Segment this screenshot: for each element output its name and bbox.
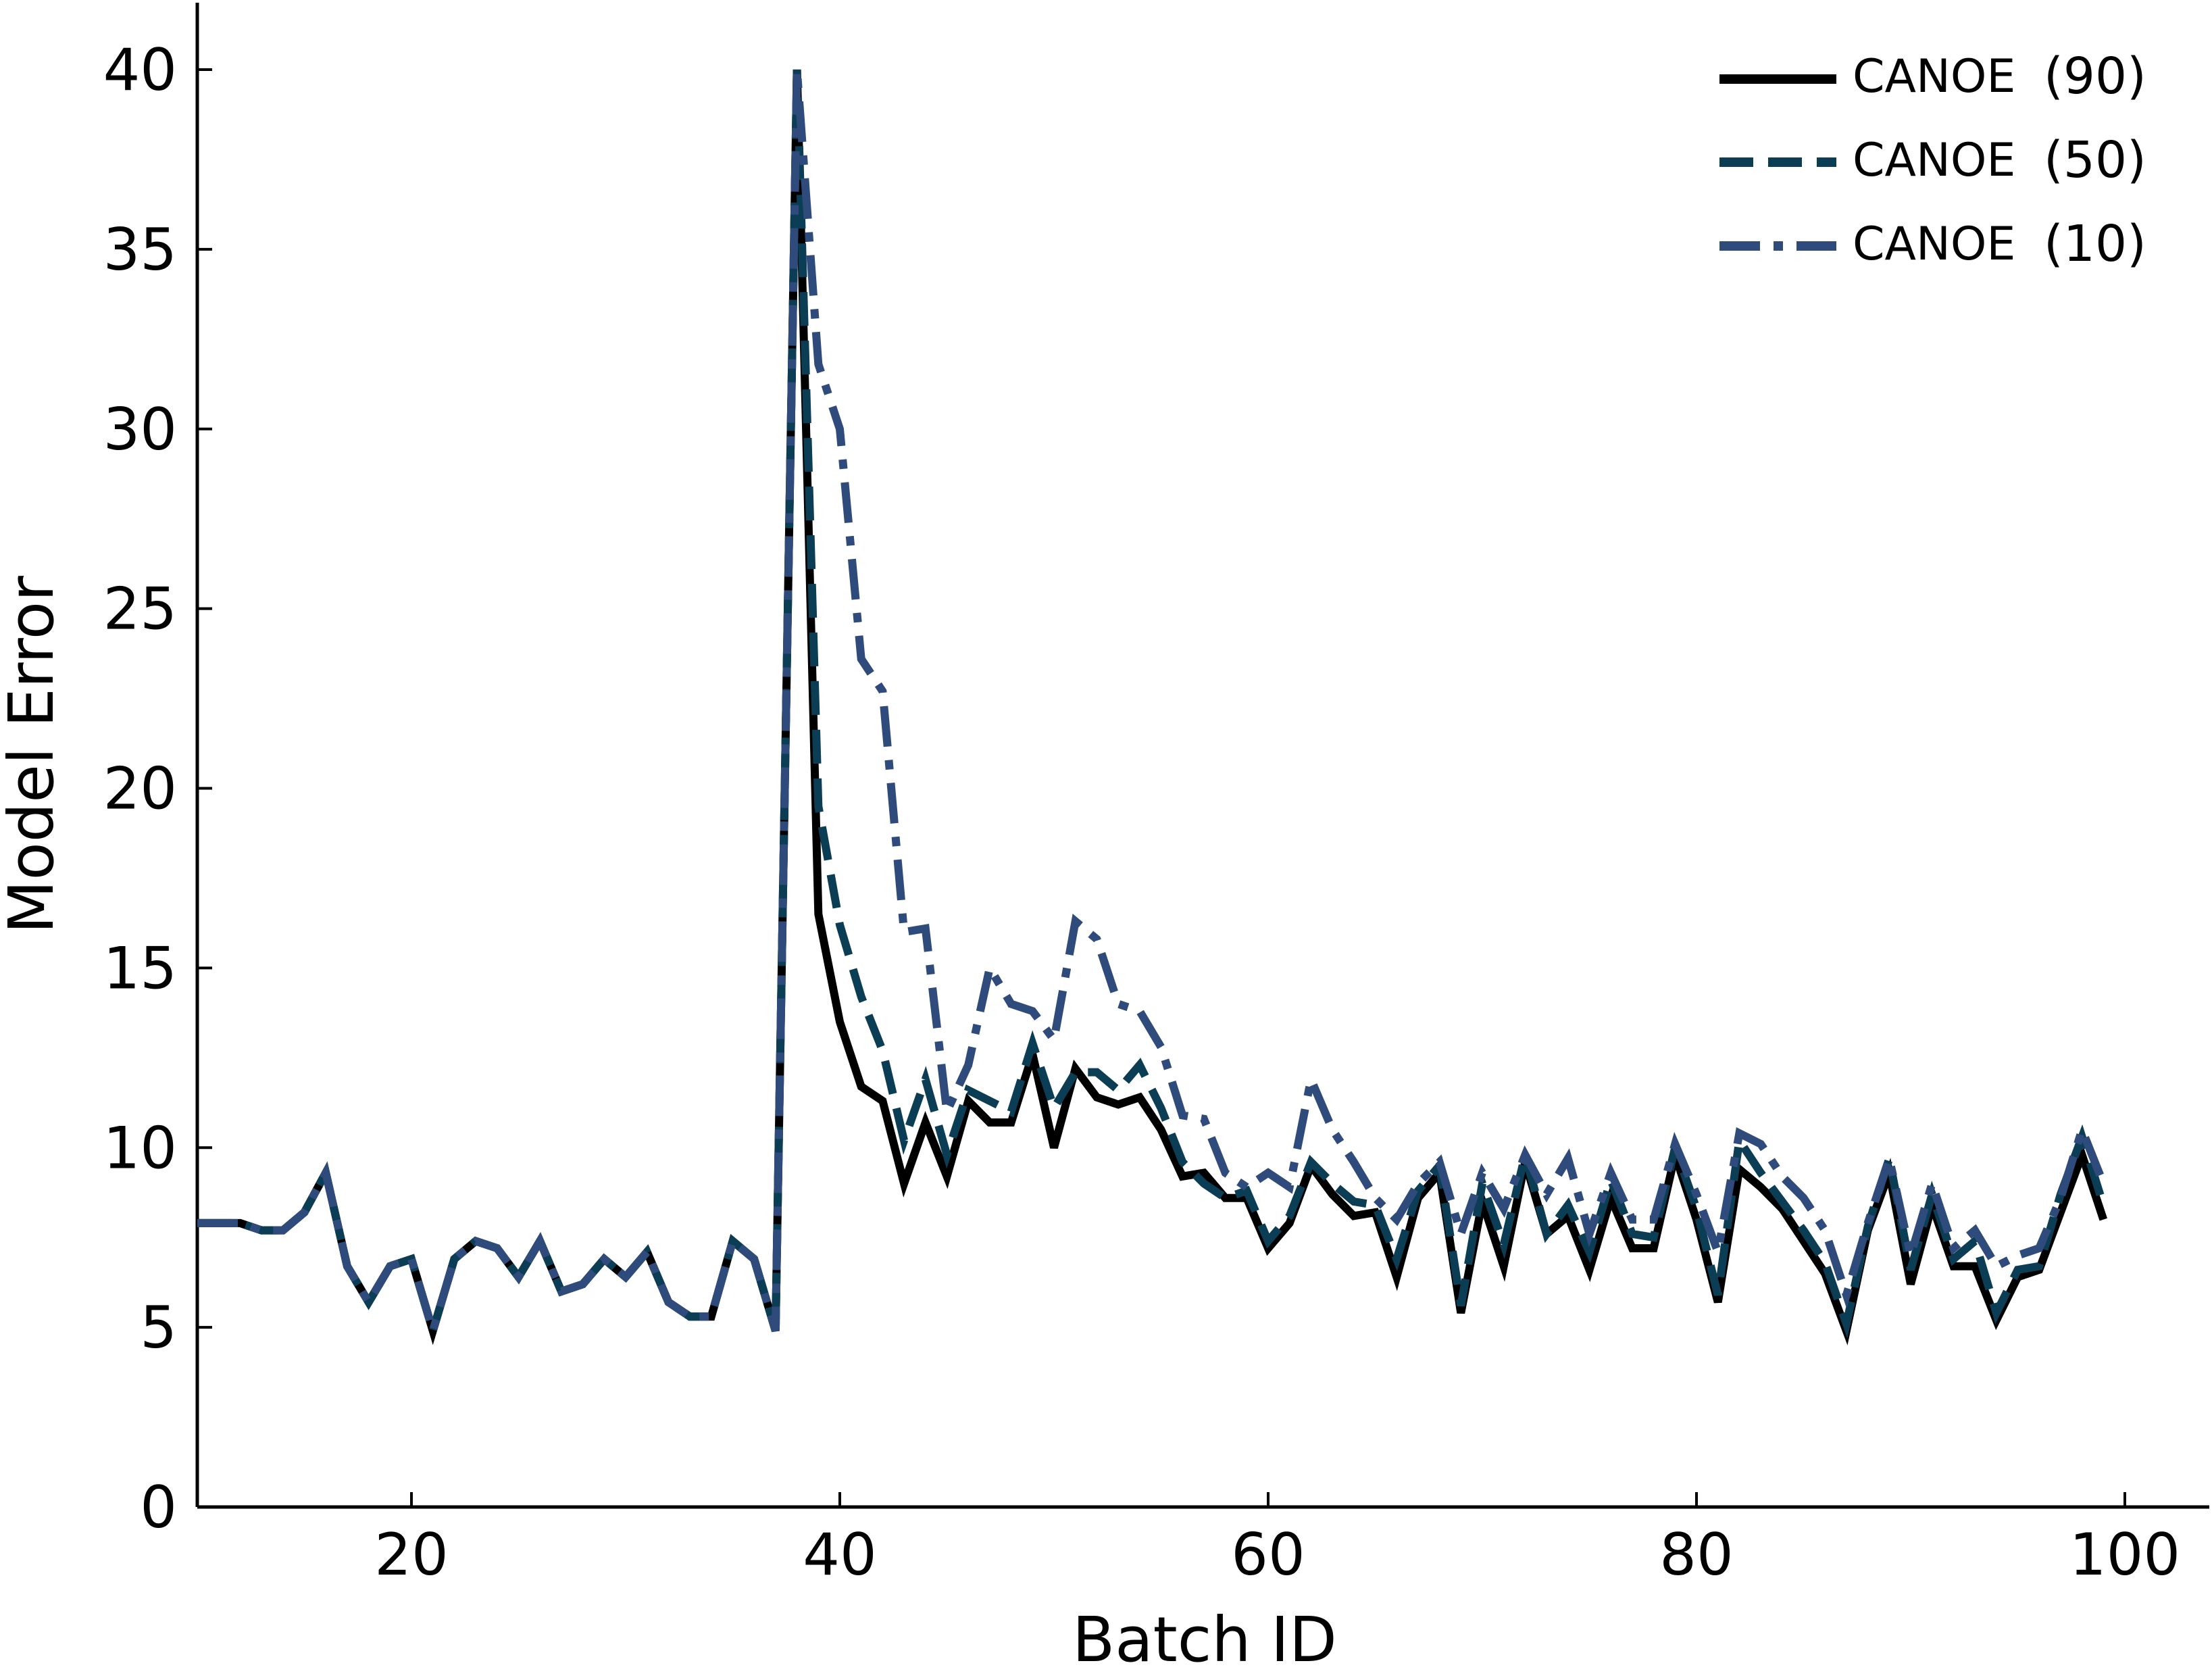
y-tick-label-20: 20 — [103, 756, 177, 823]
y-tick-label-35: 35 — [103, 216, 177, 284]
x-axis-label: Batch ID — [1072, 1604, 1337, 1676]
y-tick-label-10: 10 — [103, 1114, 177, 1182]
legend-suffix-90: (90) — [2044, 47, 2146, 105]
legend-entry-50: CANOE (50) — [1719, 131, 2146, 189]
legend-label-90: CANOE — [1853, 50, 2015, 103]
y-axis-label: Model Error — [0, 576, 68, 934]
legend-suffix-50: (50) — [2044, 131, 2146, 189]
series-group — [197, 69, 2108, 1345]
y-tick-label-30: 30 — [103, 396, 177, 464]
legend-suffix-10: (10) — [2044, 215, 2146, 273]
y-tick-label-5: 5 — [140, 1294, 177, 1362]
x-tick-label-40: 40 — [803, 1521, 876, 1589]
x-tick-label-60: 60 — [1231, 1521, 1305, 1589]
series-line-90 — [197, 69, 2107, 1345]
legend-label-10: CANOE — [1853, 218, 2015, 271]
legend-entry-90: CANOE (90) — [1719, 47, 2146, 105]
x-tick-label-20: 20 — [374, 1521, 448, 1589]
legend-entry-10: CANOE (10) — [1719, 215, 2146, 273]
y-tick-label-40: 40 — [103, 36, 177, 104]
legend: CANOE (90) CANOE (50) CANOE (10) — [1719, 47, 2146, 273]
axes — [195, 3, 2209, 1509]
y-tick-label-25: 25 — [103, 576, 177, 643]
x-tick-label-100: 100 — [2069, 1521, 2180, 1589]
x-tick-label-80: 80 — [1659, 1521, 1733, 1589]
ticks: 20 40 60 80 100 0 5 10 15 20 25 30 35 40 — [103, 36, 2181, 1589]
series-line-50 — [197, 69, 2108, 1345]
series-line-10 — [197, 69, 2107, 1345]
y-tick-label-0: 0 — [140, 1474, 177, 1541]
y-tick-label-15: 15 — [103, 935, 177, 1002]
legend-label-50: CANOE — [1853, 134, 2015, 187]
